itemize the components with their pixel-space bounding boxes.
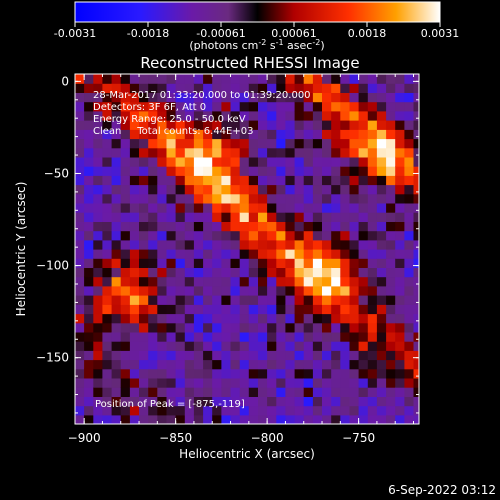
colorbar-tick-label: -0.00061 bbox=[196, 27, 245, 40]
info-annotations: 28-Mar-2017 01:33:20.000 to 01:39:20.000… bbox=[93, 90, 311, 410]
y-axis-label: Heliocentric Y (arcsec) bbox=[14, 182, 28, 317]
y-tick-label: −100 bbox=[36, 259, 69, 273]
annotation-time: 28-Mar-2017 01:33:20.000 to 01:39:20.000 bbox=[93, 90, 311, 101]
colorbar-gradient bbox=[74, 1, 441, 23]
x-tick-label: −850 bbox=[159, 431, 192, 445]
heatmap-image bbox=[75, 74, 419, 424]
colorbar-tick-label: -0.0031 bbox=[54, 27, 96, 40]
annotation-detectors: Detectors: 3F 6F, Att 0 bbox=[93, 102, 206, 113]
annotation-clean: Clean Total counts: 6.44E+03 bbox=[93, 126, 253, 137]
chart-title: Reconstructed RHESSI Image bbox=[140, 54, 359, 72]
x-axis-label: Heliocentric X (arcsec) bbox=[179, 447, 315, 461]
colorbar-tick-label: 0.00061 bbox=[271, 27, 317, 40]
y-tick-label: −150 bbox=[36, 351, 69, 365]
y-tick-label: −50 bbox=[44, 166, 69, 180]
x-tick-label: −800 bbox=[251, 431, 284, 445]
annotation-energy: Energy Range: 25.0 - 50.0 keV bbox=[93, 114, 246, 125]
peak-position-label: Position of Peak = [-875,-119] bbox=[95, 399, 245, 410]
colorbar-tick-label: 0.0018 bbox=[348, 27, 387, 40]
plot-frame bbox=[74, 73, 420, 425]
colorbar-ticks: -0.0031 -0.0018 -0.00061 0.00061 0.0018 0.003… bbox=[54, 22, 459, 40]
colorbar-units: (photons cm-2 s-1 asec-2) bbox=[189, 38, 324, 53]
colorbar-tick-label: 0.0031 bbox=[421, 27, 460, 40]
x-axis: −900 −850 −800 −750 bbox=[68, 74, 415, 445]
x-tick-label: −900 bbox=[68, 431, 101, 445]
y-tick-label: 0 bbox=[61, 74, 69, 88]
colorbar: -0.0031 -0.0018 -0.00061 0.00061 0.0018 0.003… bbox=[54, 1, 459, 53]
colorbar-tick-label: -0.0018 bbox=[127, 27, 169, 40]
x-tick-label: −750 bbox=[342, 431, 375, 445]
heatmap-cells bbox=[75, 74, 419, 424]
y-axis: 0 −50 −100 −150 bbox=[36, 74, 419, 414]
footer-date: 6-Sep-2022 03:12 bbox=[388, 483, 496, 497]
